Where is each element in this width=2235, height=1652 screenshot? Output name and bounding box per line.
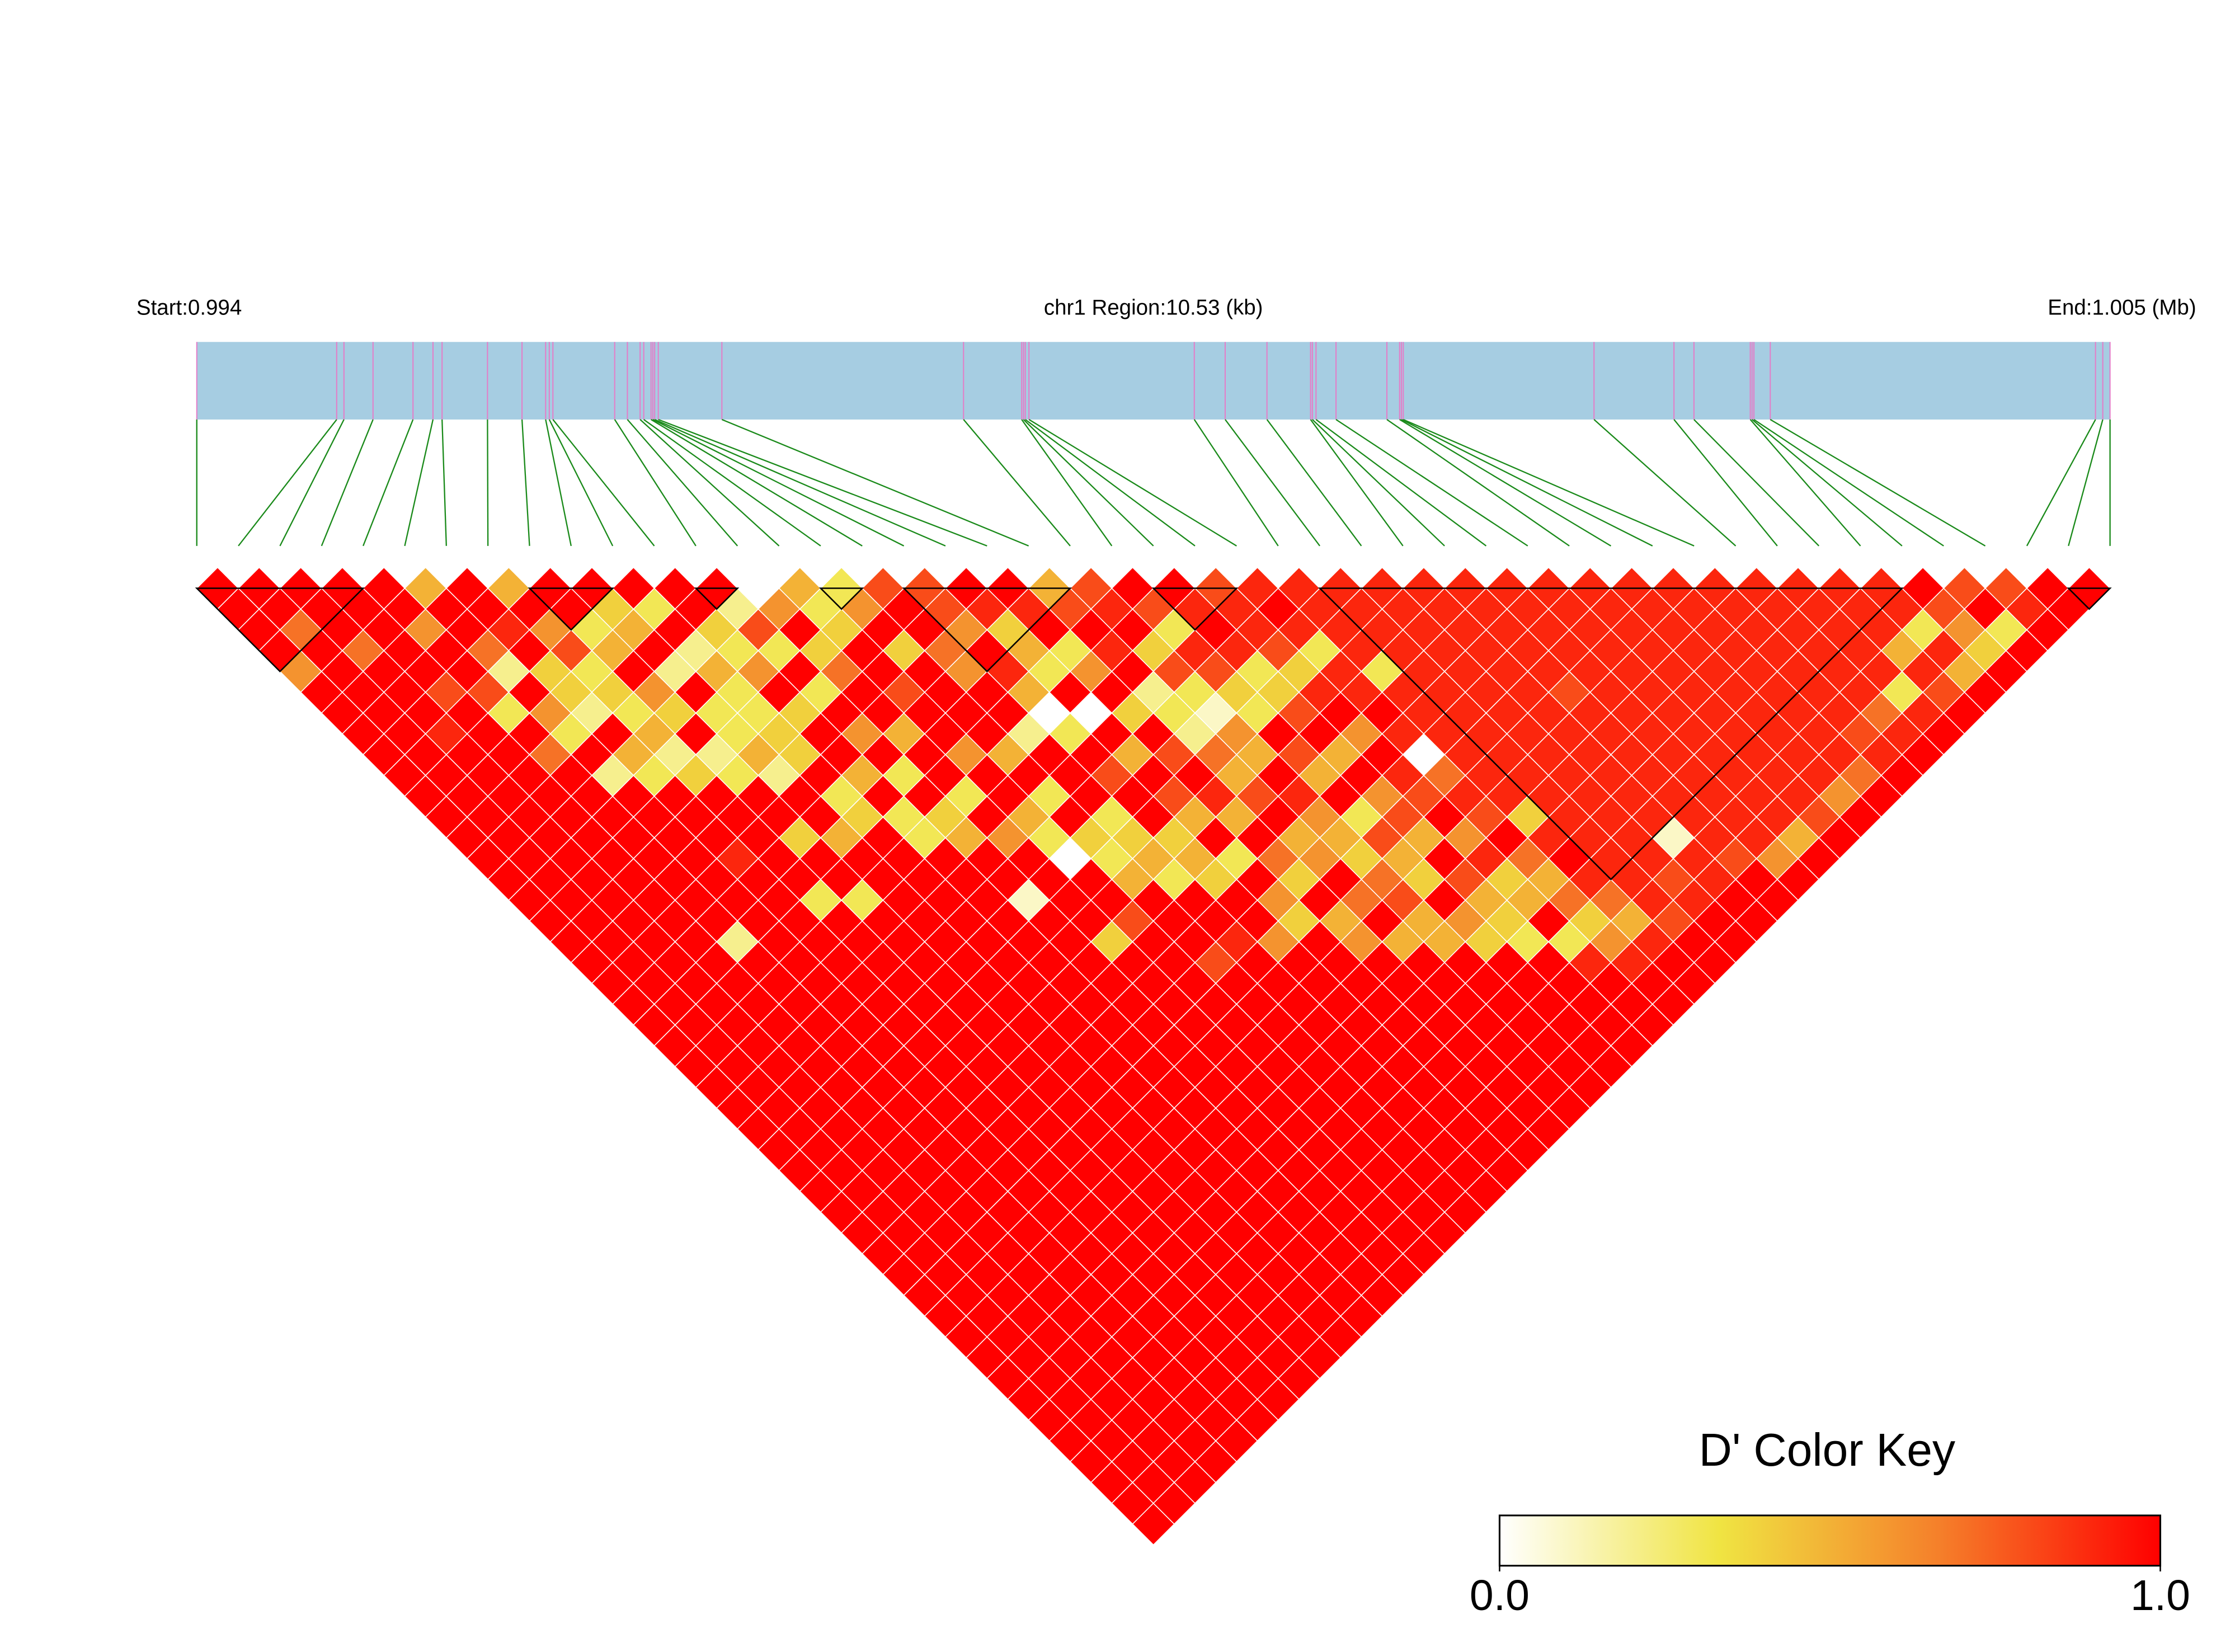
end-label: End:1.005 (Mb) bbox=[2048, 295, 2196, 319]
color-key-title: D' Color Key bbox=[1699, 1425, 1955, 1476]
snp-link-line bbox=[1770, 418, 1986, 547]
ld-block bbox=[195, 587, 365, 673]
snp-link-line bbox=[1315, 418, 1487, 547]
start-label: Start:0.994 bbox=[137, 295, 242, 319]
color-key-bar bbox=[1498, 1514, 2162, 1567]
ld-cells bbox=[196, 567, 2111, 1546]
snp-link-line bbox=[963, 419, 1071, 547]
ld-block bbox=[2067, 587, 2112, 610]
snp-link-line bbox=[1225, 419, 1320, 547]
snp-link-line bbox=[487, 419, 489, 546]
snp-link-line bbox=[1193, 419, 1279, 547]
ld-block bbox=[818, 587, 864, 610]
snp-link-line bbox=[639, 419, 780, 547]
region-label: chr1 Region:10.53 (kb) bbox=[1044, 295, 1263, 319]
ld-block bbox=[528, 587, 615, 631]
snp-link-line bbox=[521, 419, 530, 546]
snp-link-line bbox=[2068, 419, 2104, 547]
snp-link-line bbox=[1312, 419, 1445, 547]
snp-link-line bbox=[545, 419, 572, 547]
snp-link-line bbox=[1028, 418, 1237, 547]
snp-link-line bbox=[1593, 419, 1737, 547]
snp-link-line bbox=[1023, 419, 1154, 547]
snp-link-line bbox=[1386, 418, 1570, 547]
snp-link-line bbox=[627, 419, 738, 547]
snp-link-line bbox=[1693, 419, 1820, 547]
snp-link-line bbox=[1401, 418, 1653, 547]
snp-link-line bbox=[404, 419, 434, 547]
snp-link-line bbox=[1752, 419, 1903, 547]
region-track bbox=[196, 342, 2110, 420]
color-key-tick-label: 1.0 bbox=[2130, 1571, 2190, 1620]
snp-link-line bbox=[1025, 418, 1196, 547]
snp-link-line bbox=[652, 418, 905, 547]
snp-link-line bbox=[643, 418, 821, 547]
snp-link-line bbox=[1673, 419, 1778, 547]
snp-link-line bbox=[614, 419, 697, 547]
snp-link-line bbox=[363, 419, 414, 547]
snp-link-line bbox=[552, 419, 655, 547]
snp-link-line bbox=[238, 419, 337, 547]
snp-link-line bbox=[279, 419, 345, 547]
snp-link-line bbox=[721, 418, 1029, 547]
snp-link-line bbox=[1021, 419, 1113, 547]
snp-link-line bbox=[658, 418, 987, 547]
snp-link-line bbox=[441, 419, 447, 546]
snp-link-line bbox=[1753, 418, 1944, 547]
snp-link-line bbox=[2026, 419, 2096, 547]
ld-block bbox=[1318, 587, 1904, 881]
ld-block bbox=[1151, 587, 1239, 631]
ld-block bbox=[902, 587, 1072, 673]
snp-link-line bbox=[548, 419, 614, 547]
snp-link-line bbox=[1403, 418, 1695, 547]
snp-link-line bbox=[1310, 419, 1404, 547]
snp-link-line bbox=[654, 418, 946, 547]
snp-link-line bbox=[1266, 419, 1362, 547]
snp-link-line bbox=[1399, 418, 1612, 547]
snp-link-line bbox=[651, 418, 863, 547]
snp-link-line bbox=[1335, 418, 1528, 547]
snp-link-line bbox=[1749, 419, 1861, 547]
snp-link-line bbox=[321, 419, 374, 547]
color-key-tick-label: 0.0 bbox=[1470, 1571, 1530, 1620]
ld-block bbox=[694, 587, 740, 610]
